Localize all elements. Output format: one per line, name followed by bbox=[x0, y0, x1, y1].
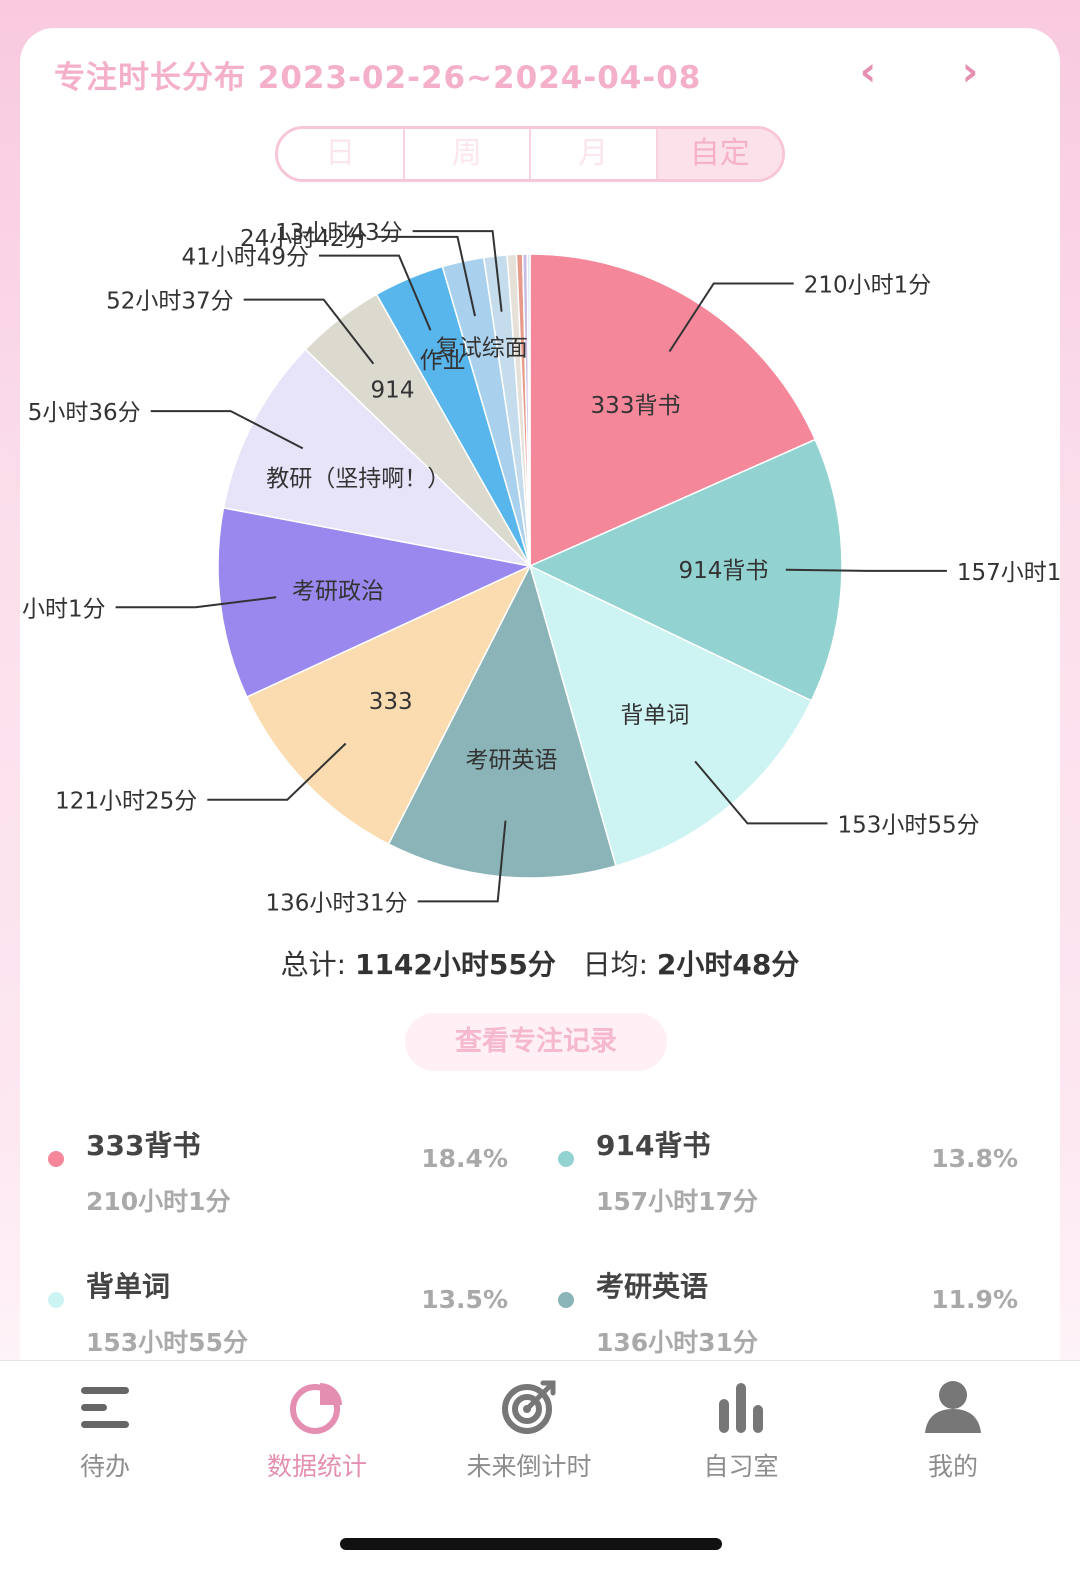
view-focus-records-button[interactable]: 查看专注记录 bbox=[405, 1013, 667, 1071]
slice-value-label: 41小时49分 bbox=[181, 245, 309, 271]
segment-day[interactable]: 日 bbox=[278, 129, 405, 179]
tab-label: 未来倒计时 bbox=[466, 1452, 592, 1481]
tab-mine[interactable]: 我的 bbox=[873, 1371, 1033, 1491]
slice-name-label: 914 bbox=[371, 377, 415, 403]
avg-value: 2小时48分 bbox=[656, 948, 800, 981]
slice-value-label: 153小时55分 bbox=[838, 812, 980, 838]
slice-name-label: 333背书 bbox=[591, 393, 681, 419]
chevron-left-icon[interactable]: ‹ bbox=[859, 49, 877, 95]
legend-item[interactable]: 考研英语 136小时31分 11.9% bbox=[558, 1265, 1018, 1375]
tab-label: 我的 bbox=[927, 1452, 978, 1481]
slice-value-label: 121小时25分 bbox=[55, 789, 197, 815]
legend-time: 210小时1分 bbox=[86, 1187, 231, 1216]
slice-value-label: 210小时1分 bbox=[804, 273, 932, 299]
legend-item[interactable]: 914背书 157小时17分 13.8% bbox=[558, 1124, 1018, 1234]
legend-percent: 11.9% bbox=[931, 1285, 1018, 1314]
slice-value-label: 13小时43分 bbox=[275, 220, 403, 246]
tab-study-room[interactable]: 自习室 bbox=[661, 1371, 821, 1491]
legend-item[interactable]: 背单词 153小时55分 13.5% bbox=[48, 1265, 508, 1375]
leader-line bbox=[207, 742, 347, 801]
slice-value-label: 136小时31分 bbox=[266, 890, 408, 916]
legend-time: 136小时31分 bbox=[596, 1328, 758, 1357]
slice-name-label: 考研政治 bbox=[292, 579, 384, 605]
leader-line bbox=[319, 254, 432, 331]
legend-percent: 13.8% bbox=[931, 1144, 1018, 1173]
legend-dot bbox=[558, 1292, 574, 1308]
legend-percent: 13.5% bbox=[421, 1285, 508, 1314]
pie-chart-icon bbox=[290, 1383, 342, 1434]
chevron-right-icon[interactable]: › bbox=[961, 49, 979, 95]
slice-value-label: 13小时1分 bbox=[20, 596, 106, 622]
tab-label: 数据统计 bbox=[266, 1452, 367, 1481]
period-segmented-control: 日 周 月 自定 bbox=[275, 126, 785, 182]
slice-value-label: 52小时37分 bbox=[106, 289, 234, 315]
slice-value-label: 5小时36分 bbox=[28, 400, 141, 426]
avg-label: 日均: bbox=[582, 948, 649, 981]
slice-name-label: 考研英语 bbox=[466, 748, 558, 774]
page-title: 专注时长分布 2023-02-26~2024-04-08 bbox=[54, 60, 702, 96]
legend-dot bbox=[48, 1151, 64, 1167]
total-value: 1142小时55分 bbox=[354, 948, 556, 981]
list-icon bbox=[81, 1387, 129, 1428]
stats-card: 专注时长分布 2023-02-26~2024-04-08 ‹ › 日 周 月 自… bbox=[20, 28, 1060, 1388]
leader-line bbox=[785, 568, 947, 572]
leader-line bbox=[377, 235, 476, 317]
legend-name: 914背书 bbox=[596, 1129, 711, 1162]
leader-line bbox=[668, 282, 794, 353]
legend-item[interactable]: 333背书 210小时1分 18.4% bbox=[48, 1124, 508, 1234]
legend-name: 背单词 bbox=[86, 1270, 171, 1303]
leader-line bbox=[115, 596, 277, 609]
leader-line bbox=[412, 230, 503, 312]
tab-label: 自习室 bbox=[703, 1452, 779, 1481]
leader-line bbox=[417, 820, 507, 903]
slice-name-label: 333 bbox=[369, 689, 413, 715]
tab-statistics[interactable]: 数据统计 bbox=[237, 1371, 397, 1491]
pie-slice[interactable] bbox=[526, 253, 531, 567]
target-icon bbox=[502, 1380, 556, 1434]
leader-line bbox=[150, 410, 304, 450]
legend-name: 333背书 bbox=[86, 1129, 201, 1162]
leader-line bbox=[694, 760, 828, 825]
segment-month[interactable]: 月 bbox=[531, 129, 658, 179]
bar-chart-icon bbox=[719, 1383, 763, 1433]
legend-dot bbox=[48, 1292, 64, 1308]
slice-name-label: 教研（坚持啊！） bbox=[266, 466, 450, 492]
slice-name-label: 背单词 bbox=[620, 703, 689, 729]
home-indicator bbox=[340, 1538, 722, 1550]
slice-value-label: 157小时17 bbox=[957, 560, 1060, 586]
slice-name-label: 复试综面 bbox=[436, 336, 528, 362]
user-icon bbox=[925, 1381, 981, 1433]
legend-name: 考研英语 bbox=[596, 1270, 709, 1303]
legend-time: 157小时17分 bbox=[596, 1187, 758, 1216]
legend-time: 153小时55分 bbox=[86, 1328, 248, 1357]
tab-label: 待办 bbox=[79, 1452, 130, 1481]
slice-name-label: 作业 bbox=[420, 348, 466, 374]
segment-week[interactable]: 周 bbox=[405, 129, 531, 179]
total-label: 总计: bbox=[280, 948, 347, 981]
segment-custom[interactable]: 自定 bbox=[657, 129, 782, 179]
slice-name-label: 914背书 bbox=[678, 558, 768, 584]
slice-value-label: 24小时42分 bbox=[240, 226, 368, 252]
tab-todo[interactable]: 待办 bbox=[25, 1371, 185, 1491]
legend-dot bbox=[558, 1151, 574, 1167]
leader-line bbox=[243, 298, 375, 365]
legend-percent: 18.4% bbox=[421, 1144, 508, 1173]
summary-line: 总计: 1142小时55分 日均: 2小时48分 bbox=[20, 943, 1060, 983]
bottom-tab-bar: 待办 数据统计 未来倒计时 自习室 我的 bbox=[0, 1360, 1080, 1595]
tab-countdown[interactable]: 未来倒计时 bbox=[449, 1371, 609, 1491]
